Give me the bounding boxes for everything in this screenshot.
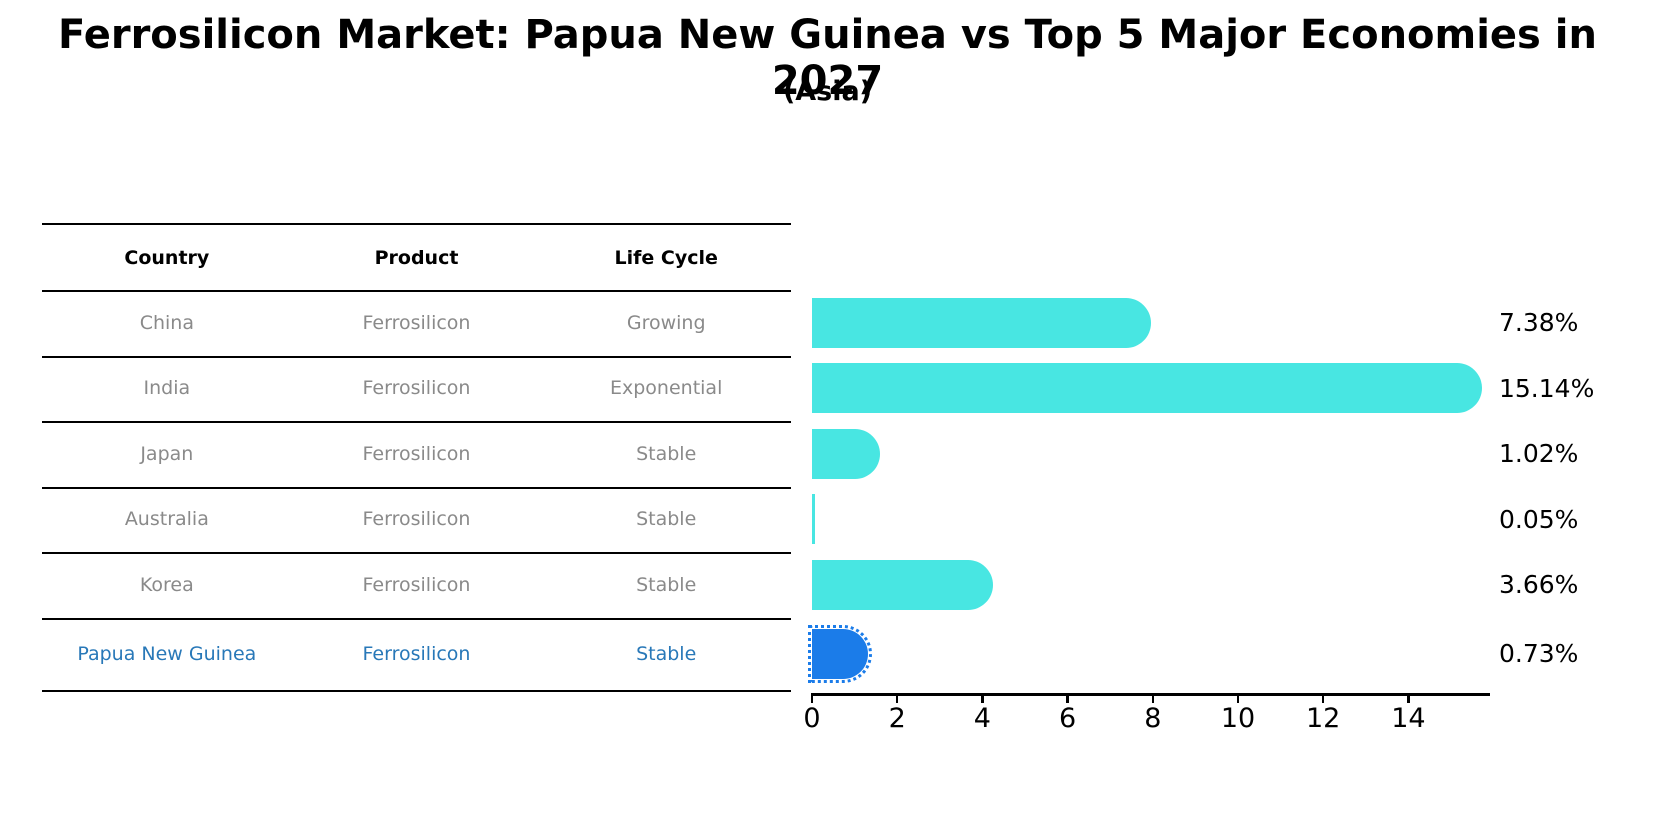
chart-title: Ferrosilicon Market: Papua New Guinea vs…	[58, 12, 1597, 104]
x-axis-tick-mark	[1407, 693, 1410, 703]
value-label-china: 7.38%	[1499, 308, 1579, 338]
table-separator-line	[42, 690, 791, 692]
table-separator-line	[42, 223, 791, 225]
x-axis-tick-mark	[1151, 693, 1155, 703]
x-axis-tick-mark	[1236, 693, 1240, 703]
table-row-china: China Ferrosilicon Growing	[42, 290, 791, 356]
table-separator-line	[42, 617, 791, 620]
table-cell-country: Australia	[124, 508, 209, 531]
table-row-india: India Ferrosilicon Exponential	[42, 356, 791, 422]
x-axis-line	[811, 693, 1490, 696]
value-label-papua-new-guinea: 0.73%	[1499, 639, 1579, 669]
table-row-australia: Australia Ferrosilicon Stable	[42, 487, 791, 553]
x-axis-tick-mark	[810, 693, 814, 703]
bar-japan	[812, 428, 881, 479]
x-axis-tick-label: 14	[1391, 703, 1426, 734]
table-cell-country: Japan	[140, 442, 194, 465]
table-cell-life-cycle: Exponential	[610, 377, 723, 400]
table-cell-product: Ferrosilicon	[362, 508, 471, 531]
value-label-korea: 3.66%	[1499, 570, 1579, 600]
table-cell-life-cycle: Stable	[636, 442, 697, 465]
table-header-country: Country	[124, 246, 210, 269]
x-axis-tick-label: 4	[973, 703, 991, 734]
x-axis-tick-mark	[1066, 693, 1069, 703]
x-axis-tick-label: 0	[803, 703, 821, 734]
table-row-japan: Japan Ferrosilicon Stable	[42, 421, 791, 487]
table-cell-product: Ferrosilicon	[362, 377, 471, 400]
table-header-row: Country Product Life Cycle	[42, 225, 791, 290]
bar-china	[812, 297, 1152, 348]
table-cell-product: Ferrosilicon	[362, 311, 471, 334]
table-separator-line	[42, 486, 791, 489]
table-cell-product: Ferrosilicon	[362, 442, 471, 465]
table-separator-line	[42, 290, 791, 292]
chart-subtitle: (Asia)	[782, 76, 873, 107]
table-cell-country: India	[143, 377, 191, 400]
table-cell-product: Ferrosilicon	[362, 573, 471, 596]
bar-australia	[812, 494, 815, 545]
bar-korea	[812, 559, 993, 610]
table-cell-life-cycle: Stable	[636, 642, 697, 665]
bar-india	[812, 363, 1482, 414]
x-axis-tick-mark	[895, 693, 899, 703]
value-label-australia: 0.05%	[1499, 504, 1579, 534]
table-header-product: Product	[374, 246, 459, 269]
x-axis-tick-mark	[981, 693, 984, 703]
table-cell-country: Papua New Guinea	[77, 642, 257, 665]
table-cell-life-cycle: Growing	[626, 311, 706, 334]
table-cell-life-cycle: Stable	[636, 573, 697, 596]
table-cell-life-cycle: Stable	[636, 508, 697, 531]
bar-papua-new-guinea	[807, 624, 873, 683]
table-cell-product: Ferrosilicon	[362, 642, 471, 665]
table-separator-line	[42, 355, 791, 358]
table-separator-line	[42, 421, 791, 423]
table-row-papua-new-guinea: Papua New Guinea Ferrosilicon Stable	[42, 618, 791, 691]
x-axis-tick-label: 6	[1059, 703, 1077, 734]
table-cell-country: Korea	[139, 573, 194, 596]
table-cell-country: China	[139, 311, 194, 334]
value-label-india: 15.14%	[1499, 373, 1595, 403]
x-axis-tick-mark	[1321, 693, 1325, 703]
table-header-life-cycle: Life Cycle	[614, 246, 718, 269]
x-axis-tick-label: 12	[1306, 703, 1341, 734]
table-separator-line	[42, 552, 791, 554]
x-axis-tick-label: 8	[1144, 703, 1162, 734]
value-label-japan: 1.02%	[1499, 439, 1579, 469]
x-axis-tick-label: 2	[888, 703, 906, 734]
x-axis-tick-label: 10	[1220, 703, 1256, 734]
table-row-korea: Korea Ferrosilicon Stable	[42, 552, 791, 618]
